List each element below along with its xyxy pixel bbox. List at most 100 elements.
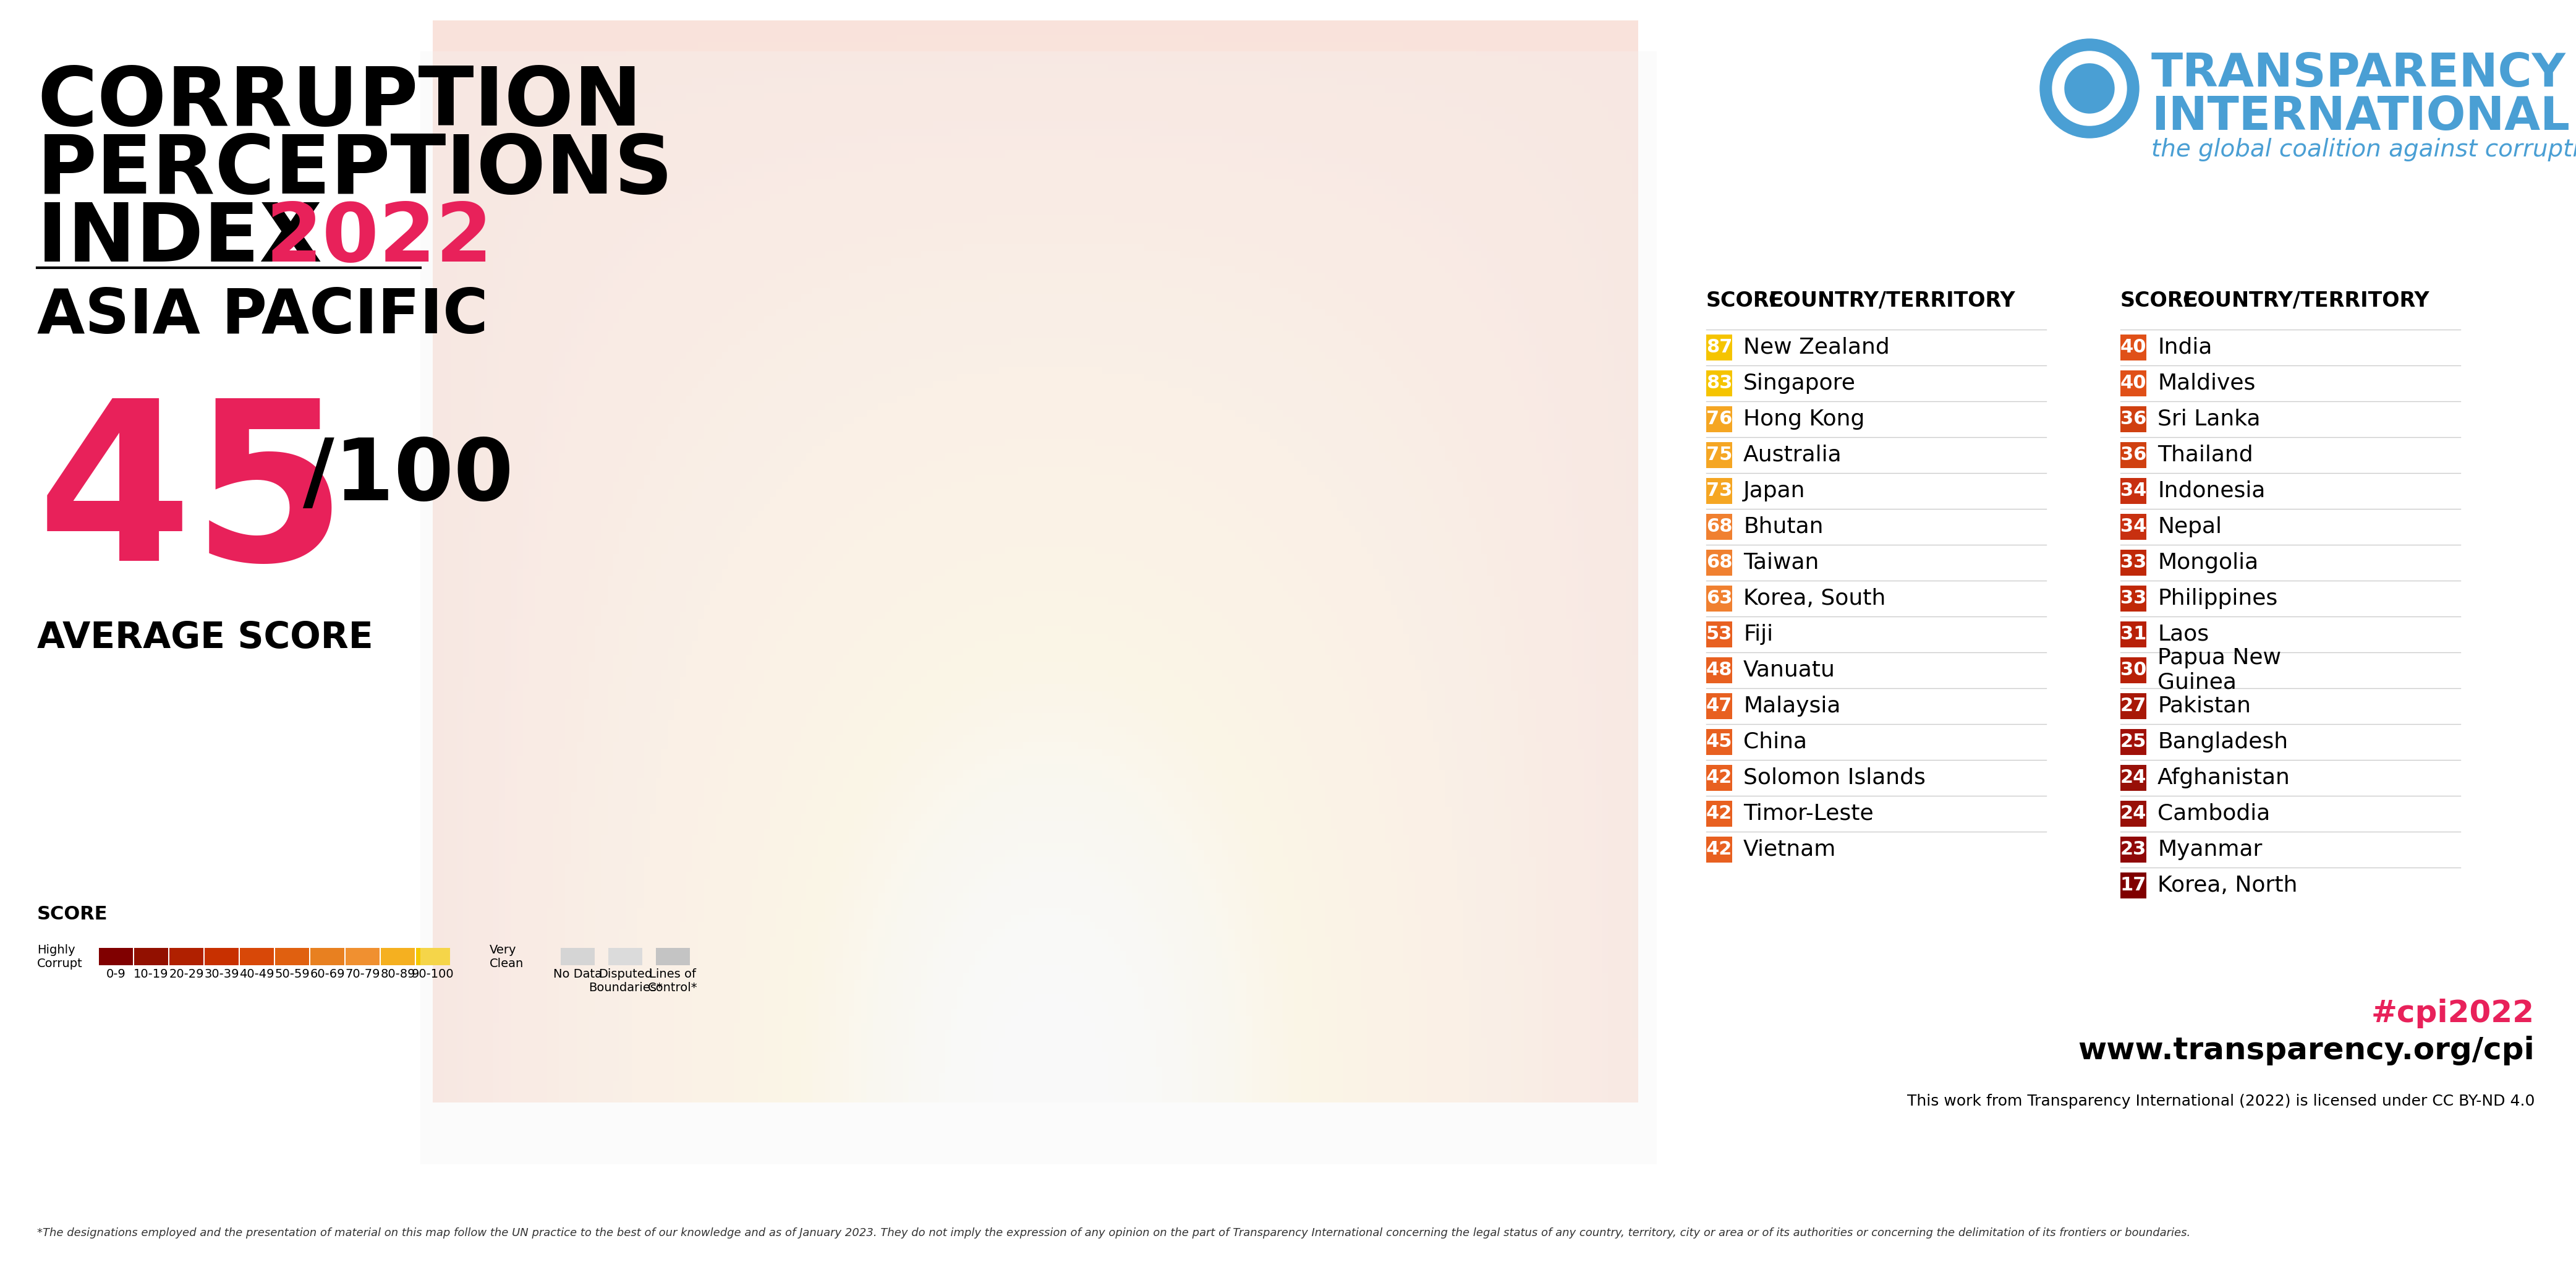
Text: 80-89: 80-89 bbox=[381, 969, 415, 980]
Text: 60-69: 60-69 bbox=[309, 969, 345, 980]
Text: Myanmar: Myanmar bbox=[2159, 838, 2262, 860]
FancyBboxPatch shape bbox=[657, 948, 690, 965]
Text: 42: 42 bbox=[1705, 769, 1731, 787]
Text: the global coalition against corruption: the global coalition against corruption bbox=[2151, 138, 2576, 161]
Circle shape bbox=[2066, 63, 2115, 113]
Text: #cpi2022: #cpi2022 bbox=[2372, 998, 2535, 1028]
FancyBboxPatch shape bbox=[1705, 621, 1731, 648]
Text: 68: 68 bbox=[1705, 518, 1731, 536]
FancyBboxPatch shape bbox=[562, 948, 595, 965]
FancyBboxPatch shape bbox=[1705, 837, 1731, 863]
Text: Lines of
Control*: Lines of Control* bbox=[649, 969, 698, 993]
FancyBboxPatch shape bbox=[381, 948, 415, 965]
Text: 63: 63 bbox=[1705, 590, 1731, 608]
Text: Maldives: Maldives bbox=[2159, 372, 2257, 394]
FancyBboxPatch shape bbox=[1705, 765, 1731, 791]
Text: 34: 34 bbox=[2120, 518, 2146, 536]
FancyBboxPatch shape bbox=[134, 948, 167, 965]
Text: 45: 45 bbox=[1705, 733, 1731, 751]
Text: 87: 87 bbox=[1705, 339, 1731, 357]
Text: PERCEPTIONS: PERCEPTIONS bbox=[36, 131, 672, 210]
Text: www.transparency.org/cpi: www.transparency.org/cpi bbox=[2079, 1036, 2535, 1065]
Text: Malaysia: Malaysia bbox=[1744, 696, 1842, 716]
Text: Thailand: Thailand bbox=[2159, 444, 2254, 465]
Text: 50-59: 50-59 bbox=[276, 969, 309, 980]
Text: INDEX: INDEX bbox=[36, 200, 350, 278]
FancyBboxPatch shape bbox=[2120, 872, 2146, 899]
FancyBboxPatch shape bbox=[345, 948, 379, 965]
Text: 30-39: 30-39 bbox=[204, 969, 240, 980]
Text: No Data: No Data bbox=[554, 969, 603, 980]
Text: ASIA PACIFIC: ASIA PACIFIC bbox=[36, 286, 487, 346]
FancyBboxPatch shape bbox=[2120, 335, 2146, 361]
Text: 31: 31 bbox=[2120, 626, 2146, 644]
Text: 53: 53 bbox=[1705, 626, 1731, 644]
FancyBboxPatch shape bbox=[1705, 442, 1731, 468]
Text: 47: 47 bbox=[1705, 697, 1731, 715]
FancyBboxPatch shape bbox=[1705, 801, 1731, 827]
Text: Cambodia: Cambodia bbox=[2159, 804, 2269, 824]
Text: Australia: Australia bbox=[1744, 444, 1842, 465]
Text: 30: 30 bbox=[2120, 661, 2146, 679]
FancyBboxPatch shape bbox=[1705, 693, 1731, 719]
Text: 33: 33 bbox=[2120, 590, 2146, 608]
Text: New Zealand: New Zealand bbox=[1744, 337, 1891, 358]
Text: SCORE: SCORE bbox=[1705, 291, 1783, 310]
FancyBboxPatch shape bbox=[2120, 586, 2146, 612]
Text: Japan: Japan bbox=[1744, 480, 1806, 501]
FancyBboxPatch shape bbox=[309, 948, 345, 965]
Text: Hong Kong: Hong Kong bbox=[1744, 408, 1865, 430]
Text: TRANSPARENCY: TRANSPARENCY bbox=[2151, 52, 2566, 97]
Text: Indonesia: Indonesia bbox=[2159, 480, 2264, 501]
FancyBboxPatch shape bbox=[2120, 371, 2146, 397]
Text: 40: 40 bbox=[2120, 339, 2146, 357]
Text: Afghanistan: Afghanistan bbox=[2159, 768, 2290, 788]
Text: Korea, South: Korea, South bbox=[1744, 589, 1886, 609]
Text: Bhutan: Bhutan bbox=[1744, 516, 1824, 537]
FancyBboxPatch shape bbox=[1705, 478, 1731, 504]
Text: 75: 75 bbox=[1705, 446, 1731, 464]
FancyBboxPatch shape bbox=[2120, 837, 2146, 863]
Text: Philippines: Philippines bbox=[2159, 589, 2277, 609]
FancyBboxPatch shape bbox=[2120, 621, 2146, 648]
Text: 40: 40 bbox=[2120, 375, 2146, 393]
FancyBboxPatch shape bbox=[2120, 693, 2146, 719]
Text: China: China bbox=[1744, 732, 1806, 752]
Text: Laos: Laos bbox=[2159, 623, 2208, 645]
Text: 0-9: 0-9 bbox=[106, 969, 126, 980]
Text: Mongolia: Mongolia bbox=[2159, 553, 2259, 573]
FancyBboxPatch shape bbox=[1705, 657, 1731, 683]
FancyBboxPatch shape bbox=[1705, 406, 1731, 433]
Text: COUNTRY/TERRITORY: COUNTRY/TERRITORY bbox=[1767, 291, 2014, 310]
Text: 27: 27 bbox=[2120, 697, 2146, 715]
Text: Solomon Islands: Solomon Islands bbox=[1744, 768, 1927, 788]
FancyBboxPatch shape bbox=[2120, 729, 2146, 755]
FancyBboxPatch shape bbox=[420, 52, 1656, 1164]
FancyBboxPatch shape bbox=[1705, 371, 1731, 397]
FancyBboxPatch shape bbox=[2120, 765, 2146, 791]
Text: 90-100: 90-100 bbox=[412, 969, 453, 980]
FancyBboxPatch shape bbox=[2120, 442, 2146, 468]
Text: 70-79: 70-79 bbox=[345, 969, 381, 980]
Text: Vanuatu: Vanuatu bbox=[1744, 659, 1834, 681]
FancyBboxPatch shape bbox=[170, 948, 204, 965]
Text: Fiji: Fiji bbox=[1744, 623, 1772, 645]
Text: 68: 68 bbox=[1705, 554, 1731, 572]
Text: 76: 76 bbox=[1705, 411, 1731, 428]
Text: 10-19: 10-19 bbox=[134, 969, 167, 980]
Circle shape bbox=[2053, 52, 2128, 125]
Text: 24: 24 bbox=[2120, 769, 2146, 787]
FancyBboxPatch shape bbox=[2120, 657, 2146, 683]
Text: Bangladesh: Bangladesh bbox=[2159, 732, 2287, 752]
Text: 17: 17 bbox=[2120, 877, 2146, 894]
Text: 40-49: 40-49 bbox=[240, 969, 273, 980]
FancyBboxPatch shape bbox=[2120, 801, 2146, 827]
FancyBboxPatch shape bbox=[608, 948, 641, 965]
Text: Papua New
Guinea: Papua New Guinea bbox=[2159, 648, 2282, 693]
Text: 73: 73 bbox=[1705, 482, 1731, 500]
Text: *The designations employed and the presentation of material on this map follow t: *The designations employed and the prese… bbox=[36, 1227, 2190, 1239]
Text: Korea, North: Korea, North bbox=[2159, 875, 2298, 896]
FancyBboxPatch shape bbox=[2120, 478, 2146, 504]
Text: CORRUPTION: CORRUPTION bbox=[36, 63, 641, 142]
Text: 33: 33 bbox=[2120, 554, 2146, 572]
